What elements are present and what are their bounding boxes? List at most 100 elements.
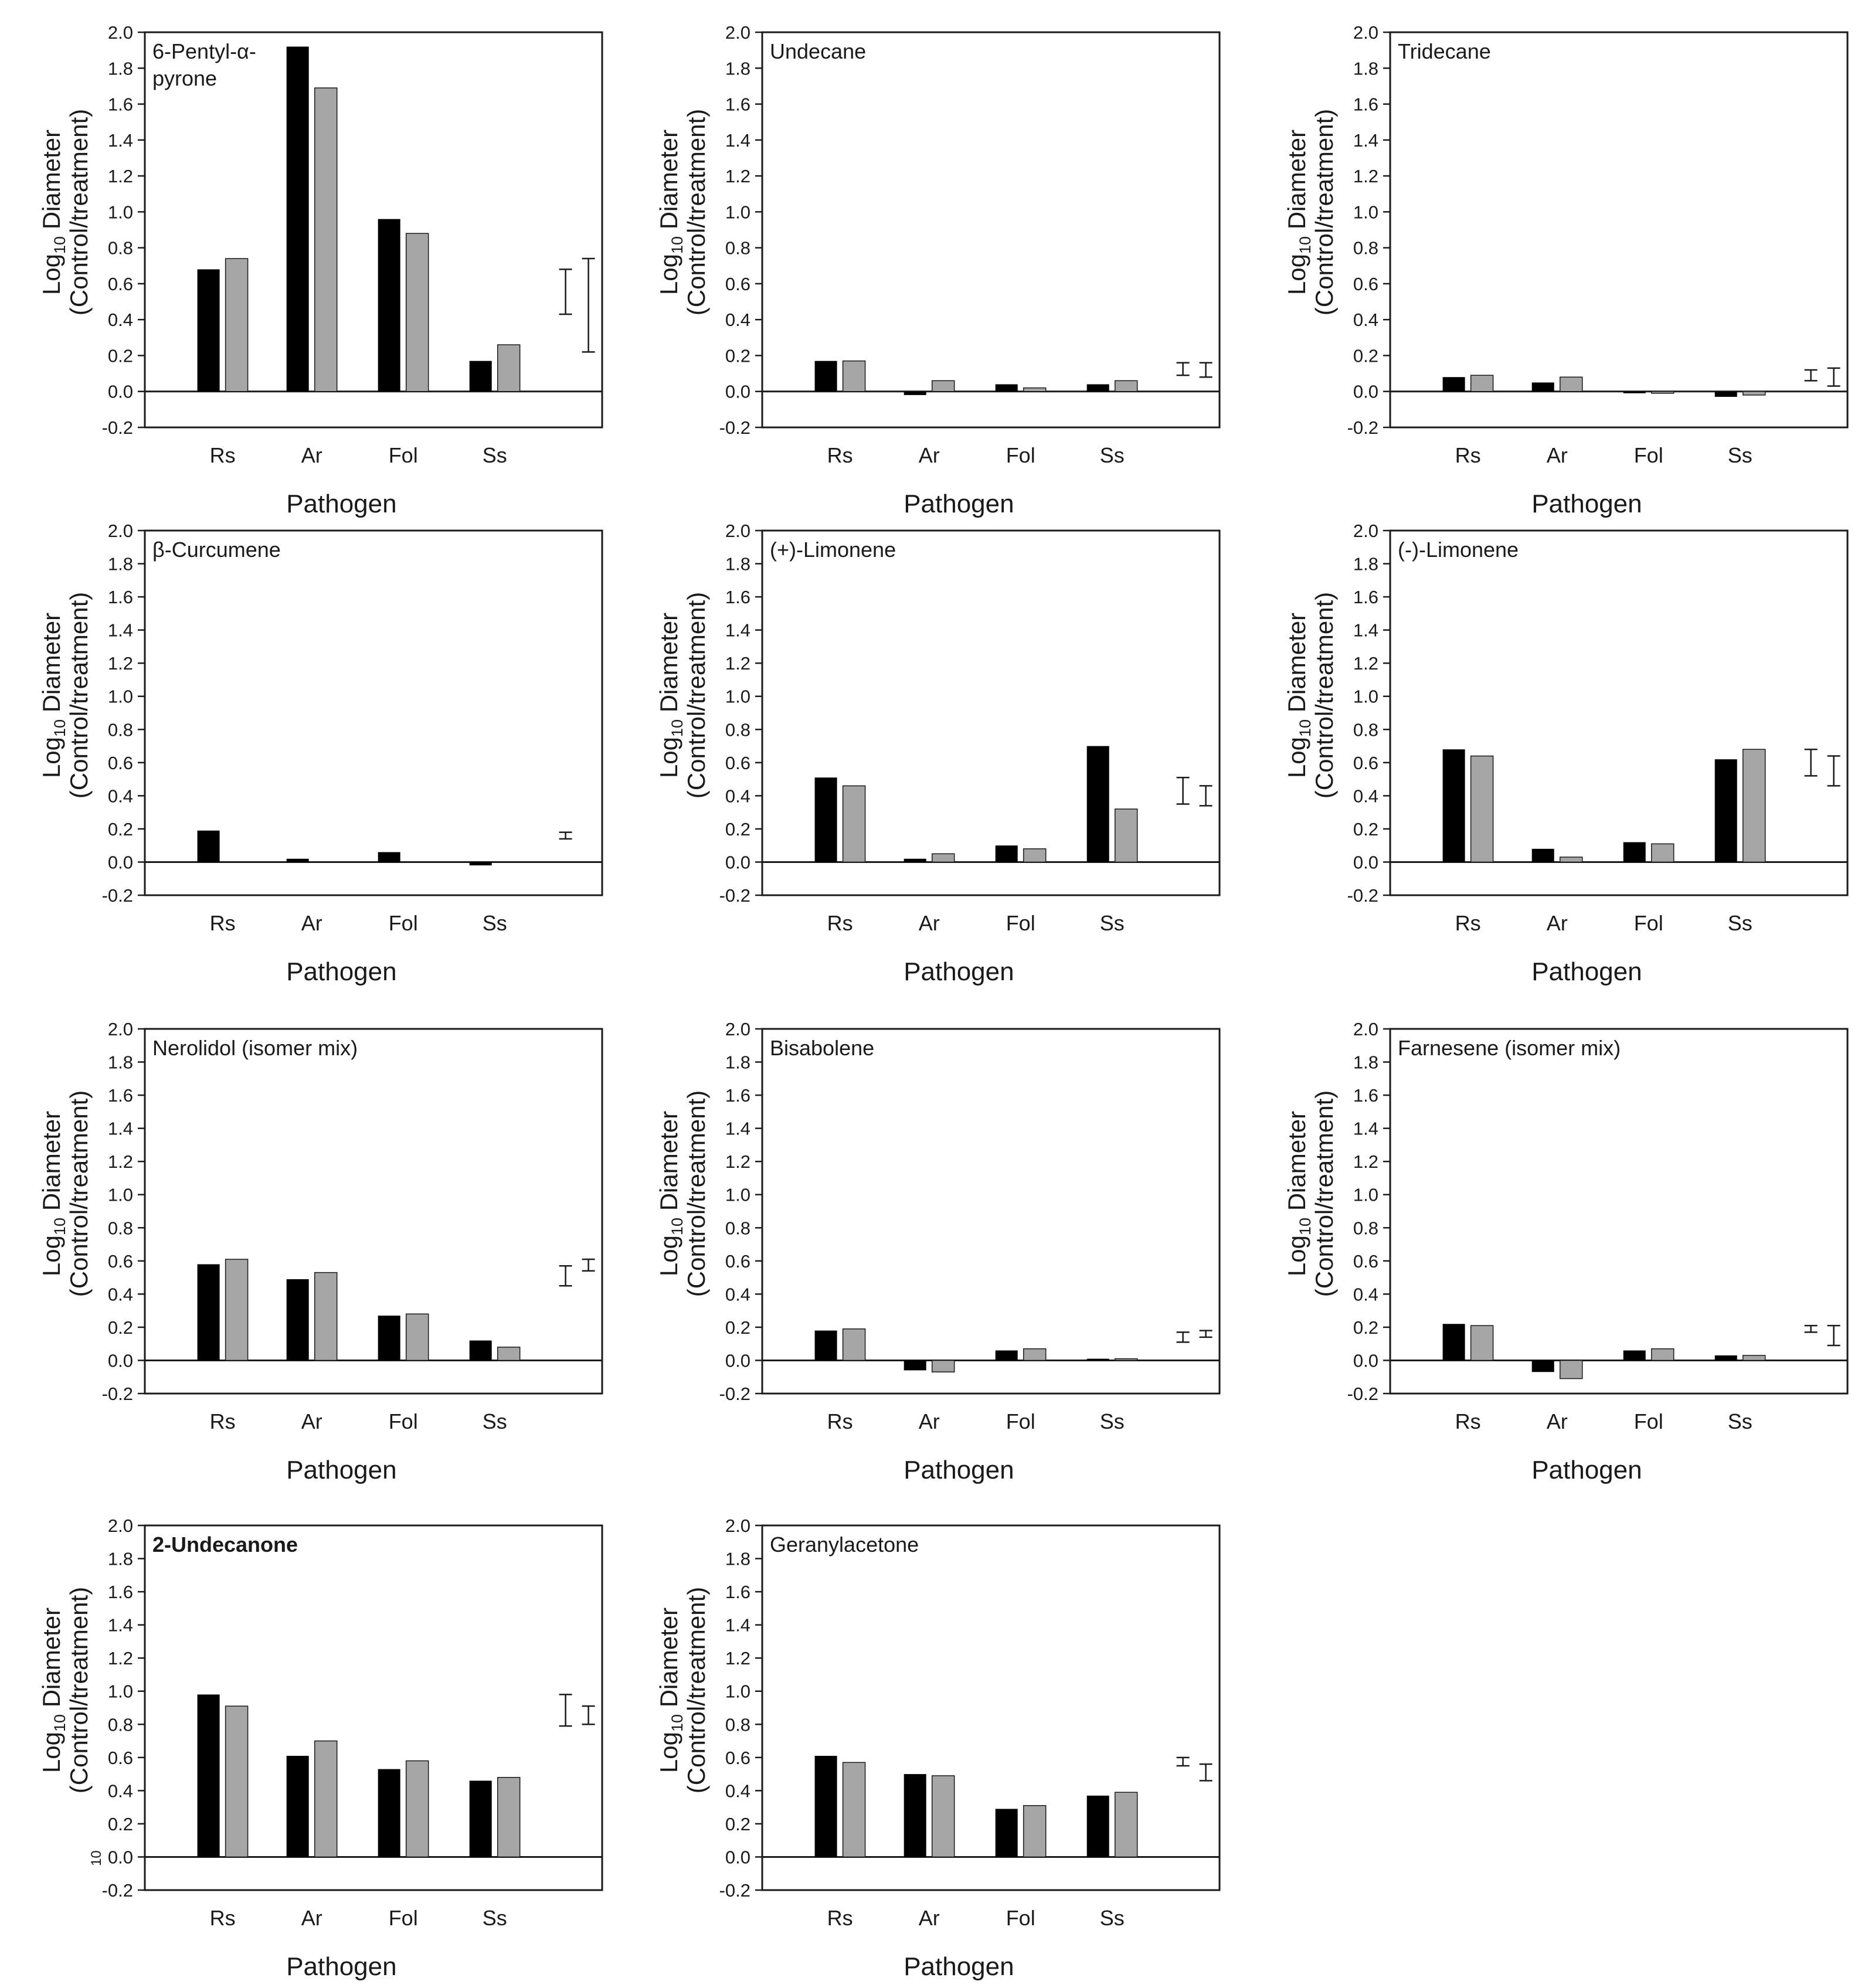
bar-ar-series-1 — [1531, 848, 1554, 862]
y-tick-label: -0.2 — [102, 1384, 133, 1404]
x-axis-title: Pathogen — [904, 1952, 1014, 1981]
y-tick-label: -0.2 — [102, 417, 133, 438]
bar-rs-series-2 — [225, 1259, 249, 1361]
stray-subscript-mark: 10 — [89, 1850, 104, 1866]
x-category-label: Fol — [389, 1906, 418, 1930]
x-category-label: Ss — [1100, 443, 1125, 467]
x-category-label: Ar — [919, 443, 940, 467]
bar-rs-series-1 — [814, 1755, 837, 1857]
x-category-label: Ar — [919, 1906, 940, 1930]
bar-rs-series-1 — [814, 777, 837, 862]
y-tick-label: 1.8 — [725, 1052, 750, 1073]
y-tick-label: 1.4 — [725, 130, 750, 151]
bar-ss-series-2 — [1114, 1792, 1138, 1858]
y-tick-label: 1.8 — [108, 1549, 133, 1569]
plot-frame — [761, 529, 1221, 896]
y-axis-title: Log10 Diameter — [1283, 613, 1314, 778]
y-tick-label: 1.4 — [725, 620, 750, 641]
bar-ar-series-2 — [314, 1740, 338, 1858]
x-category-label: Fol — [389, 443, 418, 467]
y-axis-title-line2: (Control/treatment) — [1310, 1090, 1338, 1297]
bar-rs-series-2 — [225, 1705, 249, 1858]
bar-fol-series-2 — [1650, 1348, 1675, 1361]
y-tick-label: 0.4 — [108, 310, 133, 330]
x-category-label: Fol — [389, 911, 418, 935]
bar-ss-series-1 — [1714, 1355, 1737, 1361]
y-axis-title: Log10 Diameter — [38, 613, 69, 778]
y-axis-title: Log10 Diameter — [1283, 1111, 1314, 1276]
bar-ss-series-1 — [1714, 759, 1737, 862]
y-tick-label: 1.8 — [108, 58, 133, 79]
y-tick-label: 0.8 — [1353, 719, 1378, 740]
bar-ar-series-1 — [904, 858, 926, 862]
y-tick-label: 0.2 — [725, 345, 750, 366]
y-tick-label: 0.0 — [108, 852, 133, 872]
panel-3: 2.0 1.8 1.6 1.4 1.2 1.0 0.8 0.6 0.4 0.2 0.0 -0.2 Rs A… — [1283, 22, 1849, 518]
y-tick-label: 2.0 — [108, 22, 133, 43]
bar-ss-series-1 — [1086, 384, 1109, 392]
panel-title: (-)-Limonene — [1398, 538, 1519, 562]
y-tick-label: 1.0 — [725, 202, 750, 222]
panel-title: Bisabolene — [770, 1036, 874, 1060]
y-tick-label: 0.2 — [725, 1317, 750, 1338]
y-tick-label: 1.0 — [108, 1185, 133, 1205]
y-tick-label: 0.4 — [1353, 310, 1378, 330]
y-tick-label: 0.4 — [725, 786, 750, 806]
y-axis-title: Log10 Diameter — [655, 1608, 686, 1773]
y-axis-title-line2: (Control/treatment) — [1310, 592, 1338, 798]
x-category-label: Rs — [1455, 1409, 1481, 1433]
x-category-label: Ar — [301, 1409, 322, 1433]
y-tick-label: 0.4 — [1353, 1284, 1378, 1304]
bar-rs-series-1 — [1442, 1324, 1465, 1361]
y-tick-label: 0.0 — [108, 1847, 133, 1867]
x-axis-title: Pathogen — [904, 957, 1014, 986]
y-tick-label: 2.0 — [725, 22, 750, 43]
y-tick-label: -0.2 — [102, 1880, 133, 1901]
bar-fol-series-1 — [995, 384, 1018, 392]
bar-rs-series-2 — [1470, 1325, 1494, 1361]
y-axis-title-line2: (Control/treatment) — [682, 1090, 710, 1297]
y-axis-title-line2: (Control/treatment) — [65, 592, 93, 798]
bar-rs-series-2 — [842, 1762, 866, 1858]
y-tick-label: 0.4 — [1353, 786, 1378, 806]
bar-ss-series-1 — [469, 862, 492, 866]
bar-ar-series-2 — [314, 87, 338, 392]
x-category-label: Ar — [1547, 1409, 1568, 1433]
y-tick-label: 2.0 — [108, 1515, 133, 1536]
panel-8: 2.0 1.8 1.6 1.4 1.2 1.0 0.8 0.6 0.4 0.2 0.0 -0.2 Rs A… — [655, 1019, 1221, 1484]
x-category-label: Rs — [827, 1409, 853, 1433]
bar-fol-series-2 — [1650, 390, 1675, 394]
bar-ss-series-1 — [1086, 1795, 1109, 1857]
y-tick-label: 1.2 — [108, 1151, 133, 1172]
bar-rs-series-2 — [1470, 755, 1494, 863]
bar-ar-series-1 — [286, 858, 309, 862]
y-tick-label: 0.6 — [108, 1748, 133, 1768]
y-tick-label: 1.6 — [108, 587, 133, 607]
y-tick-label: 1.2 — [725, 166, 750, 186]
x-category-label: Fol — [1006, 911, 1035, 935]
y-tick-label: 0.0 — [725, 382, 750, 402]
y-tick-label: -0.2 — [719, 1384, 750, 1404]
y-tick-label: -0.2 — [719, 885, 750, 906]
bar-ss-series-2 — [1742, 390, 1766, 396]
y-tick-label: 1.6 — [108, 1582, 133, 1602]
x-category-label: Ss — [1100, 1906, 1125, 1930]
bar-ar-series-1 — [904, 1774, 926, 1857]
y-tick-label: 1.4 — [1353, 130, 1378, 151]
y-tick-label: 2.0 — [108, 1019, 133, 1039]
bar-fol-series-1 — [1623, 842, 1646, 862]
bar-ss-series-1 — [1086, 746, 1109, 862]
y-axis-title: Log10 Diameter — [1283, 130, 1314, 295]
bar-fol-series-1 — [378, 852, 400, 862]
panel-title: 2-Undecanone — [152, 1532, 298, 1557]
y-tick-label: 1.6 — [725, 1582, 750, 1602]
x-category-label: Ss — [1728, 443, 1752, 467]
x-category-label: Rs — [827, 1906, 853, 1930]
x-axis-title: Pathogen — [286, 1952, 396, 1981]
bar-rs-series-1 — [197, 1264, 220, 1361]
bar-fol-series-2 — [1023, 387, 1047, 392]
y-axis-title-line2: (Control/treatment) — [682, 592, 710, 798]
bar-rs-series-1 — [814, 361, 837, 392]
y-tick-label: 1.8 — [1353, 58, 1378, 79]
